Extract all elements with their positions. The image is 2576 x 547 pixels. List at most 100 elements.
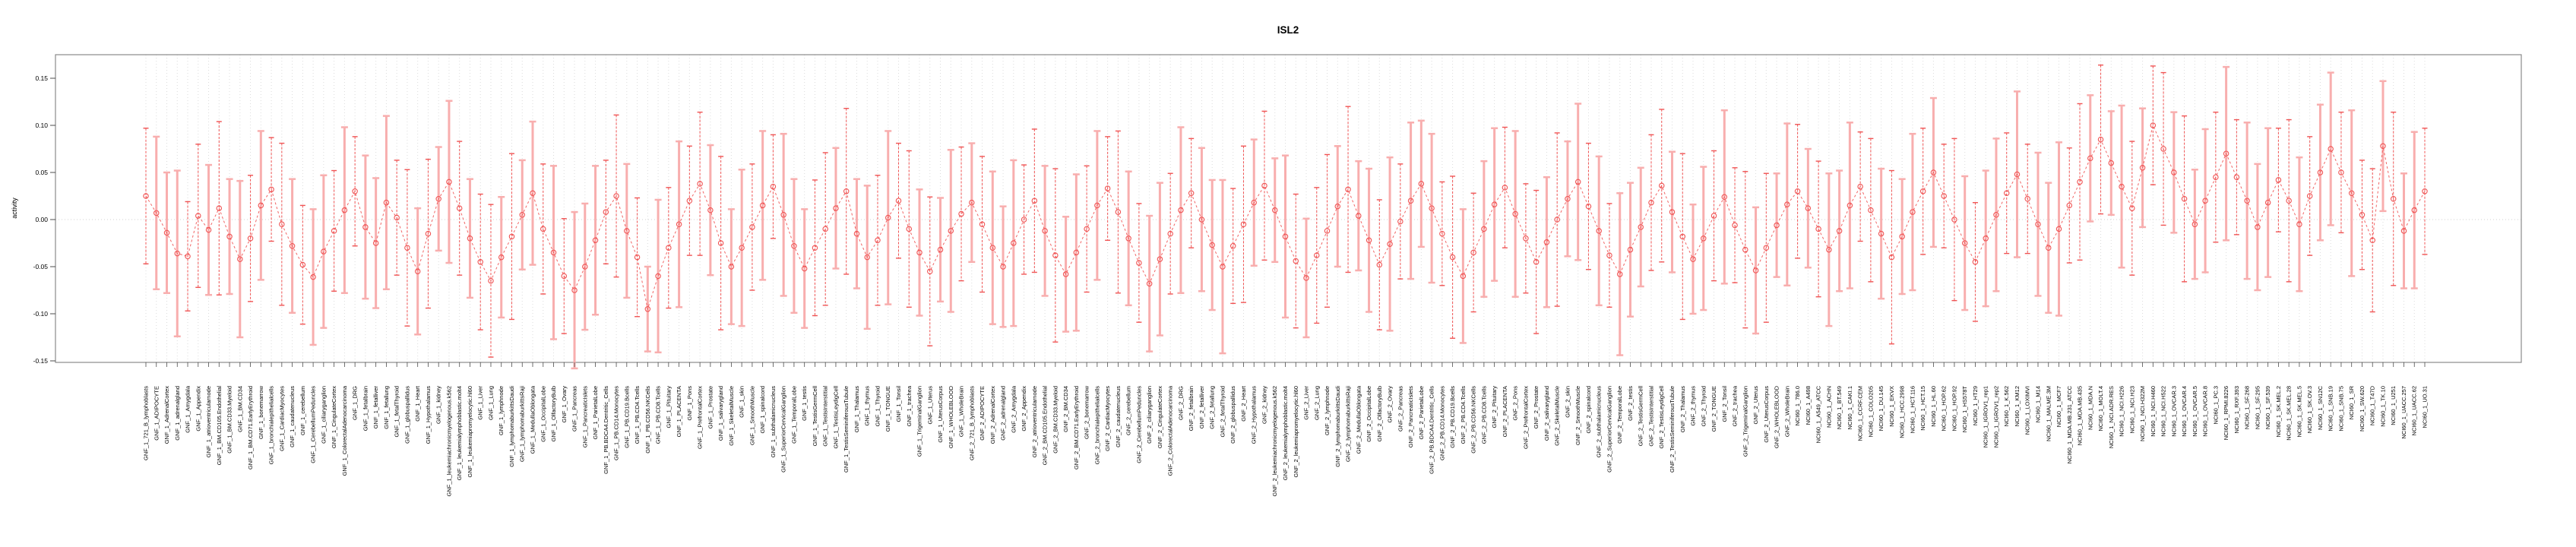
- data-point: [749, 224, 755, 230]
- x-axis-label: GNF_1_SuperiorCervicalGanglion: [780, 386, 787, 473]
- data-point: [780, 212, 786, 218]
- x-axis-label: GNF_1_PB.CD4.Tcells: [634, 386, 641, 444]
- series-line: [145, 124, 2426, 311]
- x-axis-label: GNF_1_leukemialymphoblastic.molt4: [456, 386, 463, 480]
- data-point: [666, 245, 672, 251]
- x-axis-label: NCI60_1_SNB.75: [2337, 386, 2344, 432]
- x-axis-label: GNF_2_CerebellumPeduncles: [1135, 386, 1142, 463]
- data-point: [833, 205, 839, 211]
- data-point: [237, 256, 243, 262]
- x-axis-label: NCI60_1_UO.31: [2422, 386, 2429, 428]
- data-point: [634, 254, 641, 261]
- data-point: [1104, 185, 1111, 191]
- data-point: [268, 186, 274, 193]
- data-point: [2046, 245, 2052, 251]
- x-axis-label: NCI60_1_786.0: [1794, 386, 1801, 426]
- x-axis-label: NCI60_1_HT29: [1972, 386, 1979, 425]
- data-point: [1574, 179, 1581, 185]
- data-point: [1857, 183, 1863, 190]
- data-point: [1157, 256, 1163, 262]
- x-axis-label: GNF_2_SkeletalMuscle: [1554, 386, 1561, 446]
- x-axis-label: NCI60_1_A549_ATCC: [1815, 385, 1822, 443]
- data-point: [519, 212, 525, 218]
- data-point: [2317, 169, 2324, 175]
- x-axis-label: NCI60_1_NCI.H460: [2150, 386, 2157, 437]
- data-point: [2077, 179, 2083, 185]
- x-axis-label: GNF_1_CingulateCortex: [331, 386, 337, 448]
- data-point: [425, 230, 432, 237]
- x-axis-label: GNF_2_atrioventricularnode: [1031, 386, 1038, 457]
- x-axis-label: GNF_2_Liver: [1303, 386, 1310, 420]
- data-point: [739, 245, 745, 251]
- data-point: [498, 254, 505, 261]
- data-point: [2338, 169, 2344, 175]
- data-point: [540, 226, 546, 232]
- x-axis-label: GNF_1_TestisLeydigCell: [832, 386, 839, 449]
- data-point: [362, 224, 369, 230]
- data-point: [1418, 181, 1425, 187]
- data-point: [1826, 246, 1832, 253]
- data-point: [916, 249, 922, 256]
- x-axis-label: GNF_1_ciliaryganglion: [320, 386, 327, 444]
- x-axis-label: GNF_2_subthalamicnucleus: [1596, 386, 1603, 457]
- x-axis-label: NCI60_1_SK.MEL.28: [2286, 386, 2293, 441]
- data-point: [2181, 195, 2188, 202]
- data-point: [2160, 146, 2166, 152]
- data-point: [2328, 146, 2334, 152]
- data-point: [843, 188, 850, 194]
- x-axis-label: GNF_1_Pituitary: [665, 386, 672, 428]
- chart-title: ISL2: [1277, 24, 1299, 36]
- data-point: [1094, 202, 1100, 209]
- data-point: [1868, 207, 1874, 213]
- data-point: [1899, 233, 1905, 240]
- x-axis-label: GNF_2_BM.CD71.EarlyErythroid: [1073, 386, 1080, 470]
- data-point: [477, 259, 483, 265]
- data-point: [2286, 198, 2292, 204]
- x-axis-label: NCI60_1_HCC.2998: [1899, 386, 1906, 438]
- x-axis-label: GNF_2_TestisLeydigCell: [1658, 386, 1665, 449]
- x-axis-label: NCI60_1_SF.539: [2264, 386, 2271, 429]
- x-axis-label: GNF_1_PB.CD19.Bcells: [623, 386, 630, 448]
- data-point: [2066, 202, 2073, 209]
- x-axis-label: GNF_1_BM.CD71.EarlyErythroid: [247, 386, 254, 470]
- x-axis-label: GNF_2_fetalliver: [1198, 386, 1205, 429]
- x-axis-label: GNF_2_PB.CD14.Monocytes: [1438, 386, 1445, 460]
- data-point: [1585, 203, 1592, 210]
- data-point: [1930, 169, 1937, 175]
- x-axis-label: GNF_2_kidney: [1261, 386, 1267, 424]
- data-point: [1658, 182, 1665, 189]
- x-axis-label: GNF_2_ColorectalAdenocarcinoma: [1167, 385, 1174, 476]
- data-point: [1878, 230, 1885, 237]
- data-point: [676, 221, 682, 227]
- x-axis-label: NCI60_1_UACC.62: [2411, 386, 2418, 435]
- x-axis-label: NCI60_1_HS578T: [1961, 386, 1968, 433]
- x-axis-label: GNF_2_Pancreas: [1397, 386, 1404, 432]
- data-point: [1449, 254, 1456, 261]
- data-point: [812, 245, 818, 251]
- x-axis-label: GNF_2_OccipitalLobe: [1366, 386, 1372, 442]
- x-axis-label: GNF_2_Thalamus: [1679, 386, 1686, 433]
- data-point: [624, 228, 630, 234]
- data-point: [801, 265, 808, 272]
- data-point: [1261, 182, 1267, 189]
- data-point: [958, 210, 964, 217]
- data-point: [1701, 236, 1707, 242]
- data-point: [1616, 271, 1623, 277]
- data-point: [1763, 245, 1770, 251]
- data-point: [1805, 205, 1812, 211]
- x-axis-label: GNF_2_lymphnode: [1324, 386, 1331, 435]
- x-axis-label: GNF_2_leukemiapromyelocytic.hl60: [1293, 386, 1299, 477]
- x-axis-label: GNF_1_DRG: [352, 386, 359, 420]
- x-axis-label: GNF_2_TestisSeminiferousTubule: [1669, 386, 1676, 473]
- data-point: [603, 209, 609, 215]
- x-axis-label: NCI60_1_KM12: [2014, 386, 2021, 426]
- x-axis-label: NCI60_1_MDA.N: [2087, 386, 2093, 430]
- x-axis-label: GNF_2_TestisGermCell: [1638, 386, 1644, 447]
- x-axis-label: GNF_1_OccipitalLobe: [540, 386, 546, 442]
- x-axis-label: GNF_1_WholeBrain: [958, 386, 965, 437]
- x-axis-label: GNF_1_leukemiachronicmyelogenous.k562: [445, 386, 452, 497]
- x-axis-label: GNF_1_fetalbrain: [362, 386, 369, 431]
- x-axis-label: GNF_2_fetalThyroid: [1219, 386, 1226, 438]
- x-axis-label: GNF_2_bonemarrow: [1084, 385, 1090, 439]
